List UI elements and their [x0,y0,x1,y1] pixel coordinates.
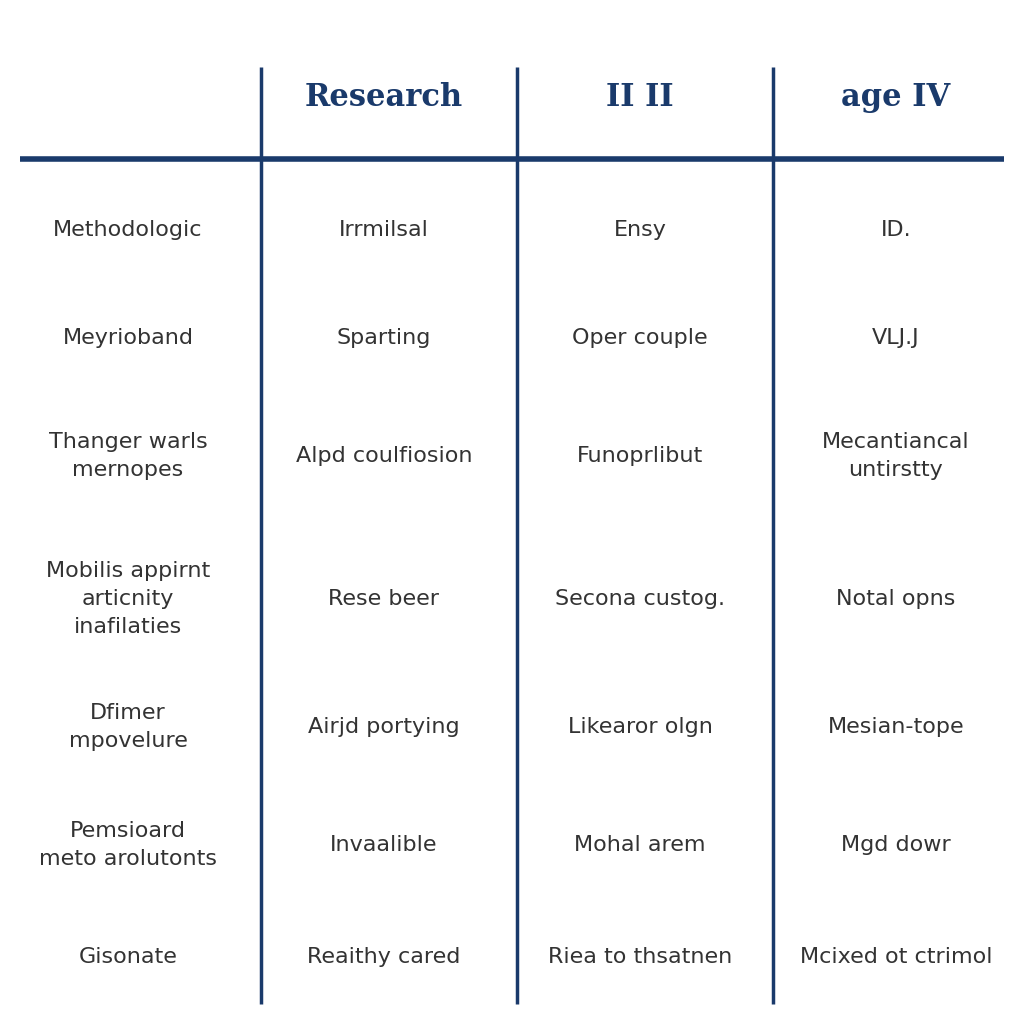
Text: ID.: ID. [881,220,911,241]
Text: VLJ.J: VLJ.J [872,328,920,348]
Text: Mesian-tope: Mesian-tope [827,717,965,737]
Text: Airjd portying: Airjd portying [308,717,460,737]
Text: Ensy: Ensy [613,220,667,241]
Text: Mcixed ot ctrimol: Mcixed ot ctrimol [800,947,992,968]
Text: Mgd dowr: Mgd dowr [841,835,951,855]
Text: Methodologic: Methodologic [53,220,203,241]
Text: Secona custog.: Secona custog. [555,589,725,609]
Text: Mobilis appirnt
articnity
inafilaties: Mobilis appirnt articnity inafilaties [46,561,210,637]
Text: Research: Research [305,82,463,113]
Text: Thanger warls
mernopes: Thanger warls mernopes [48,432,208,479]
Text: Mecantiancal
untirstty: Mecantiancal untirstty [822,432,970,479]
Text: II II: II II [606,82,674,113]
Text: Sparting: Sparting [337,328,431,348]
Text: Mohal arem: Mohal arem [574,835,706,855]
Text: Funoprlibut: Funoprlibut [577,445,703,466]
Text: Dfimer
mpovelure: Dfimer mpovelure [69,703,187,751]
Text: Notal opns: Notal opns [837,589,955,609]
Text: Rese beer: Rese beer [329,589,439,609]
Text: Likearor olgn: Likearor olgn [567,717,713,737]
Text: Meyrioband: Meyrioband [62,328,194,348]
Text: Irrmilsal: Irrmilsal [339,220,429,241]
Text: Invaalible: Invaalible [331,835,437,855]
Text: age IV: age IV [842,82,950,113]
Text: Gisonate: Gisonate [79,947,177,968]
Text: Alpd coulfiosion: Alpd coulfiosion [296,445,472,466]
Text: Oper couple: Oper couple [572,328,708,348]
Text: Pemsioard
meto arolutonts: Pemsioard meto arolutonts [39,821,217,868]
Text: Reaithу cared: Reaithу cared [307,947,461,968]
Text: Riea to thsatnen: Riea to thsatnen [548,947,732,968]
